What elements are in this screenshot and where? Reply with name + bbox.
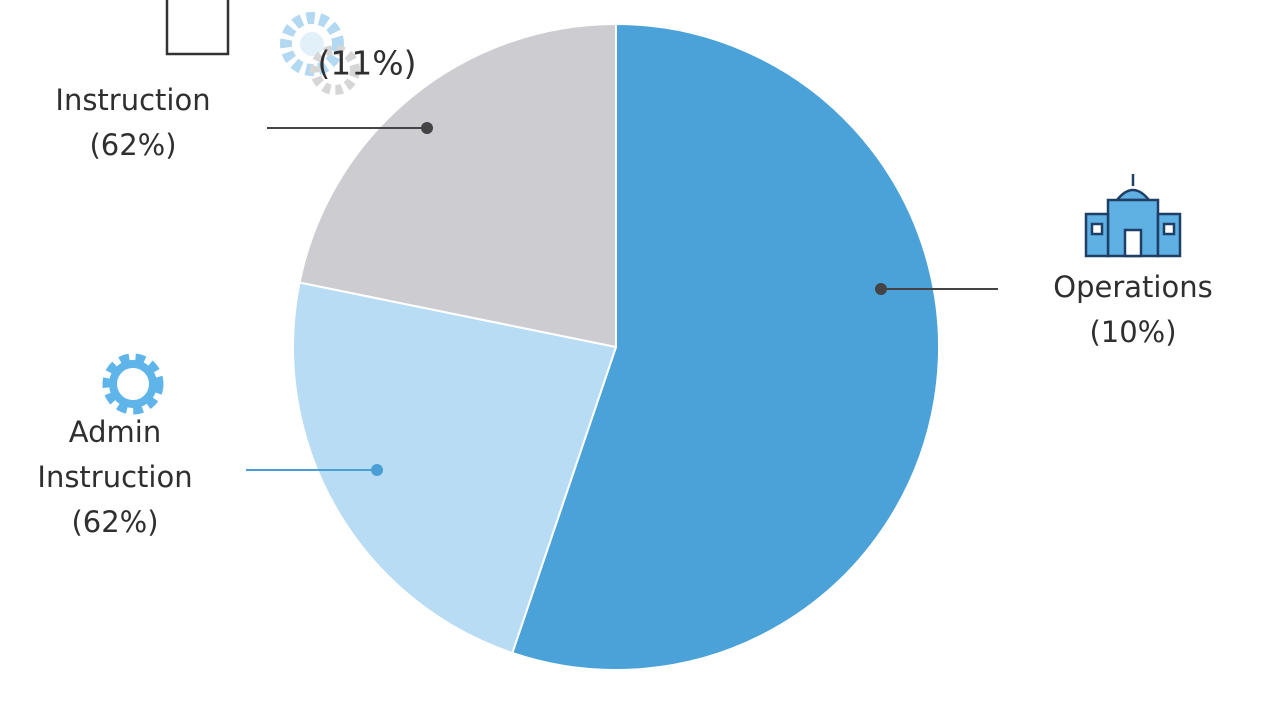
gear-icon [102,353,164,415]
slice-label: Instruction [37,460,192,494]
slice-label: (62%) [71,505,158,539]
slice-label: Instruction [55,83,210,117]
leader-dot [875,283,887,295]
building-icon [1084,174,1182,258]
slice-label: Admin [69,415,161,449]
leader-dot [371,464,383,476]
slice-label: (10%) [1089,315,1176,349]
pie-slice [292,281,618,655]
document-icon [165,0,230,56]
slice-label: (62%) [89,128,176,162]
pie-slice [298,22,617,349]
slice-label: Operations [1053,270,1212,304]
annotation: (11%) [317,44,416,83]
pie-slice [511,22,940,671]
gear-icon-top [280,12,360,95]
leader-dot [421,122,433,134]
